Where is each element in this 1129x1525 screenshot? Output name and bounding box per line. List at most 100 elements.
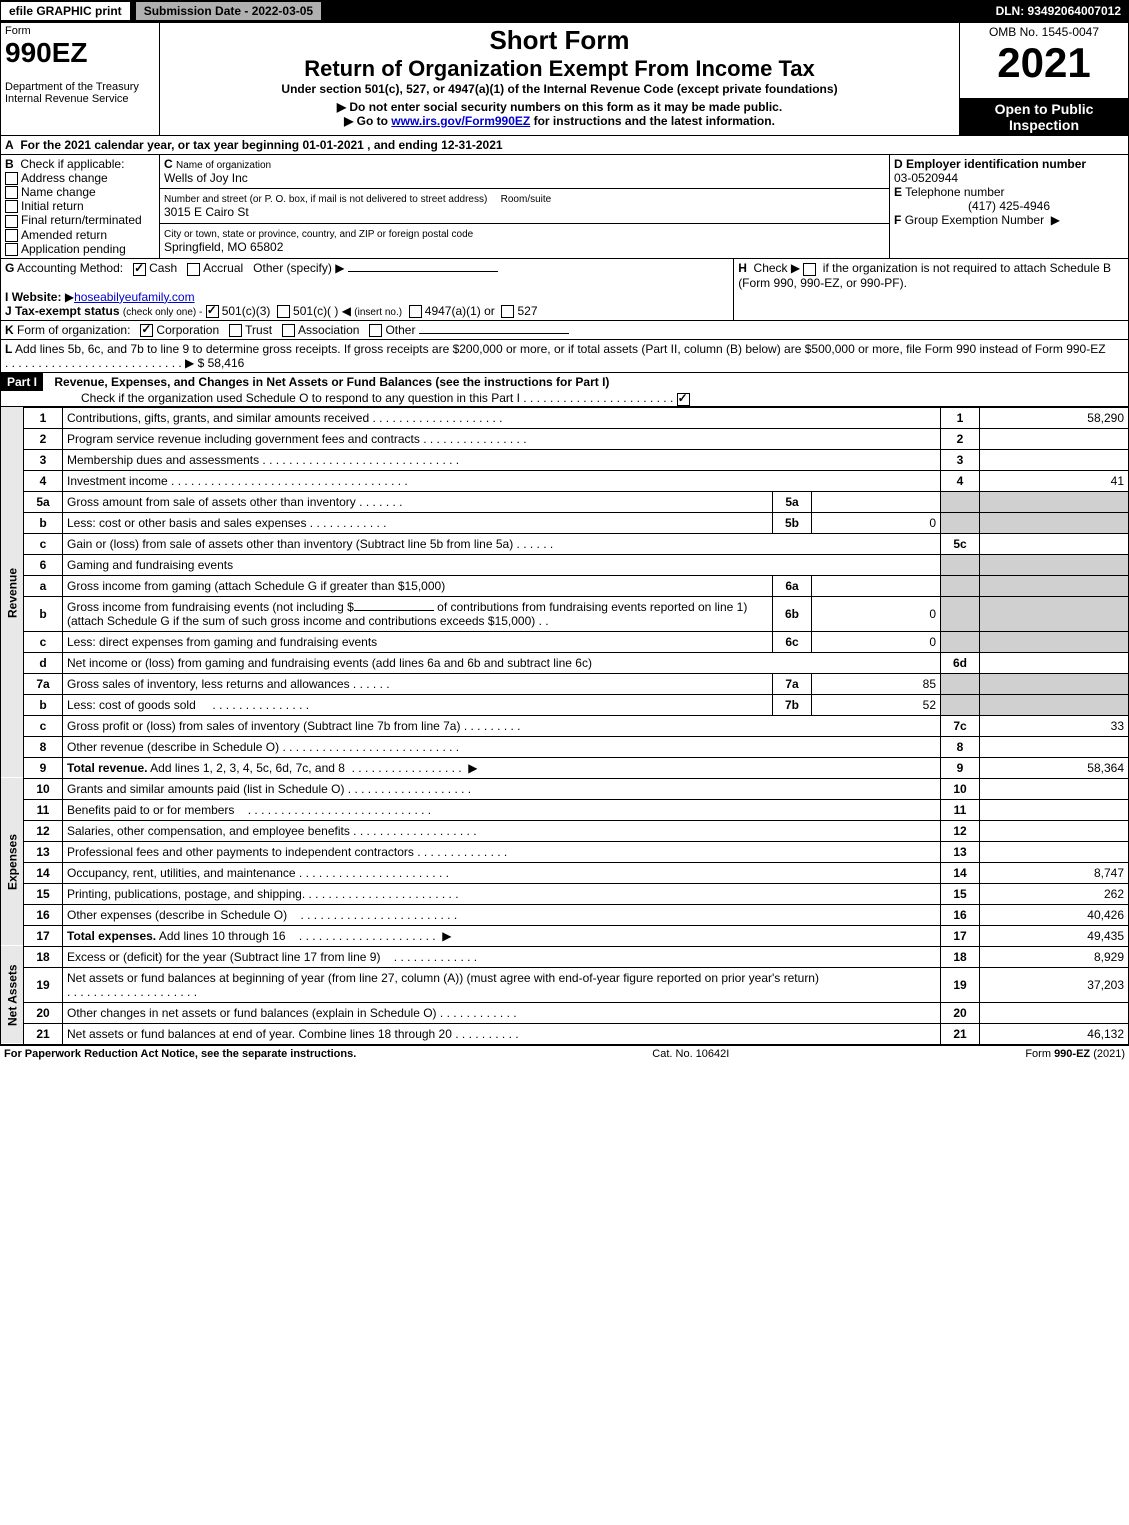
- revenue-section-label: Revenue: [1, 407, 24, 778]
- amt-7c: 33: [980, 715, 1129, 736]
- amt-9: 58,364: [980, 757, 1129, 778]
- line-5a: 5a Gross amount from sale of assets othe…: [1, 491, 1129, 512]
- val-6c: 0: [812, 631, 941, 652]
- amt-16: 40,426: [980, 904, 1129, 925]
- line-13: 13 Professional fees and other payments …: [1, 841, 1129, 862]
- footer-left: For Paperwork Reduction Act Notice, see …: [4, 1048, 356, 1060]
- check-schedule-o[interactable]: [677, 393, 690, 406]
- line-17: 17 Total expenses. Add lines 10 through …: [1, 925, 1129, 946]
- line-19: 19 Net assets or fund balances at beginn…: [1, 967, 1129, 1002]
- check-527[interactable]: 527: [501, 304, 537, 318]
- amt-21: 46,132: [980, 1023, 1129, 1044]
- check-trust[interactable]: Trust: [229, 323, 272, 337]
- amt-1: 58,290: [980, 407, 1129, 428]
- check-4947[interactable]: 4947(a)(1) or: [409, 304, 495, 318]
- entity-info-table: B Check if applicable: Address change Na…: [0, 154, 1129, 260]
- line-11: 11 Benefits paid to or for members . . .…: [1, 799, 1129, 820]
- open-to-public: Open to Public Inspection: [960, 98, 1129, 135]
- irs-label: Internal Revenue Service: [5, 93, 129, 105]
- accounting-section: G Accounting Method: Cash Accrual Other …: [0, 259, 1129, 321]
- group-exemption-label: Group Exemption Number: [905, 213, 1044, 227]
- check-name-change[interactable]: Name change: [5, 185, 96, 199]
- footer-right: Form 990-EZ (2021): [1025, 1048, 1125, 1060]
- irs-link[interactable]: www.irs.gov/Form990EZ: [391, 114, 530, 128]
- check-application-pending[interactable]: Application pending: [5, 242, 126, 256]
- line-items-table: Revenue 1 Contributions, gifts, grants, …: [0, 407, 1129, 1045]
- check-corporation[interactable]: Corporation: [140, 323, 219, 337]
- form-label: Form: [5, 25, 31, 37]
- line-12: 12 Salaries, other compensation, and emp…: [1, 820, 1129, 841]
- check-final-return[interactable]: Final return/terminated: [5, 213, 142, 227]
- line-7a: 7a Gross sales of inventory, less return…: [1, 673, 1129, 694]
- check-amended-return[interactable]: Amended return: [5, 228, 107, 242]
- section-l: L Add lines 5b, 6c, and 7b to line 9 to …: [0, 340, 1129, 373]
- footer-center: Cat. No. 10642I: [652, 1048, 729, 1060]
- check-accrual[interactable]: Accrual: [187, 261, 243, 275]
- return-title: Return of Organization Exempt From Incom…: [164, 56, 955, 82]
- page-footer: For Paperwork Reduction Act Notice, see …: [0, 1045, 1129, 1062]
- line-3: 3 Membership dues and assessments . . . …: [1, 449, 1129, 470]
- line-1: Revenue 1 Contributions, gifts, grants, …: [1, 407, 1129, 428]
- phone-label: Telephone number: [905, 185, 1004, 199]
- city-state-zip: Springfield, MO 65802: [164, 240, 283, 254]
- section-k: K Form of organization: Corporation Trus…: [0, 321, 1129, 340]
- check-501c[interactable]: 501(c)( ): [277, 304, 338, 318]
- phone-value: (417) 425-4946: [894, 199, 1124, 213]
- line-14: 14 Occupancy, rent, utilities, and maint…: [1, 862, 1129, 883]
- check-schedule-b[interactable]: [803, 263, 816, 276]
- website-link[interactable]: hoseabilyeufamily.com: [74, 290, 195, 304]
- expenses-section-label: Expenses: [1, 778, 24, 946]
- line-6b: b Gross income from fundraising events (…: [1, 596, 1129, 631]
- ssn-warning: ▶ Do not enter social security numbers o…: [164, 100, 955, 114]
- line-15: 15 Printing, publications, postage, and …: [1, 883, 1129, 904]
- check-other-org[interactable]: Other: [369, 323, 415, 337]
- val-5b: 0: [812, 512, 941, 533]
- line-6: 6 Gaming and fundraising events: [1, 554, 1129, 575]
- top-bar: efile GRAPHIC print Submission Date - 20…: [0, 0, 1129, 22]
- line-21: 21 Net assets or fund balances at end of…: [1, 1023, 1129, 1044]
- line-16: 16 Other expenses (describe in Schedule …: [1, 904, 1129, 925]
- submission-date: Submission Date - 2022-03-05: [135, 1, 322, 21]
- check-501c3[interactable]: 501(c)(3): [206, 304, 271, 318]
- line-4: 4 Investment income . . . . . . . . . . …: [1, 470, 1129, 491]
- amt-14: 8,747: [980, 862, 1129, 883]
- line-8: 8 Other revenue (describe in Schedule O)…: [1, 736, 1129, 757]
- check-address-change[interactable]: Address change: [5, 171, 108, 185]
- form-header-table: Form 990EZ Department of the Treasury In…: [0, 22, 1129, 136]
- amt-4: 41: [980, 470, 1129, 491]
- efile-print-label: efile GRAPHIC print: [0, 1, 131, 21]
- check-association[interactable]: Association: [282, 323, 359, 337]
- line-7b: b Less: cost of goods sold . . . . . . .…: [1, 694, 1129, 715]
- line-6a: a Gross income from gaming (attach Sched…: [1, 575, 1129, 596]
- line-20: 20 Other changes in net assets or fund b…: [1, 1002, 1129, 1023]
- ein-value: 03-0520944: [894, 171, 958, 185]
- short-form-title: Short Form: [164, 25, 955, 56]
- check-initial-return[interactable]: Initial return: [5, 199, 84, 213]
- section-a: A For the 2021 calendar year, or tax yea…: [0, 136, 1129, 154]
- department-label: Department of the Treasury: [5, 81, 139, 93]
- tax-year: 2021: [964, 39, 1124, 87]
- form-number: 990EZ: [5, 37, 88, 68]
- omb-number: OMB No. 1545-0047: [964, 25, 1124, 39]
- line-2: 2 Program service revenue including gove…: [1, 428, 1129, 449]
- under-section-text: Under section 501(c), 527, or 4947(a)(1)…: [164, 82, 955, 96]
- dln-label: DLN: 93492064007012: [996, 4, 1129, 18]
- line-18: Net Assets 18 Excess or (deficit) for th…: [1, 946, 1129, 967]
- amt-17: 49,435: [980, 925, 1129, 946]
- amt-15: 262: [980, 883, 1129, 904]
- amt-19: 37,203: [980, 967, 1129, 1002]
- gross-receipts: $ 58,416: [198, 356, 245, 370]
- val-6b: 0: [812, 596, 941, 631]
- val-7a: 85: [812, 673, 941, 694]
- line-5c: c Gain or (loss) from sale of assets oth…: [1, 533, 1129, 554]
- part1-header: Part I Revenue, Expenses, and Changes in…: [0, 373, 1129, 406]
- line-5b: b Less: cost or other basis and sales ex…: [1, 512, 1129, 533]
- check-cash[interactable]: Cash: [133, 261, 177, 275]
- netassets-section-label: Net Assets: [1, 946, 24, 1044]
- goto-link-line: ▶ Go to www.irs.gov/Form990EZ for instru…: [164, 114, 955, 128]
- val-7b: 52: [812, 694, 941, 715]
- line-7c: c Gross profit or (loss) from sales of i…: [1, 715, 1129, 736]
- line-6d: d Net income or (loss) from gaming and f…: [1, 652, 1129, 673]
- ein-label: Employer identification number: [906, 157, 1086, 171]
- line-9: 9 Total revenue. Add lines 1, 2, 3, 4, 5…: [1, 757, 1129, 778]
